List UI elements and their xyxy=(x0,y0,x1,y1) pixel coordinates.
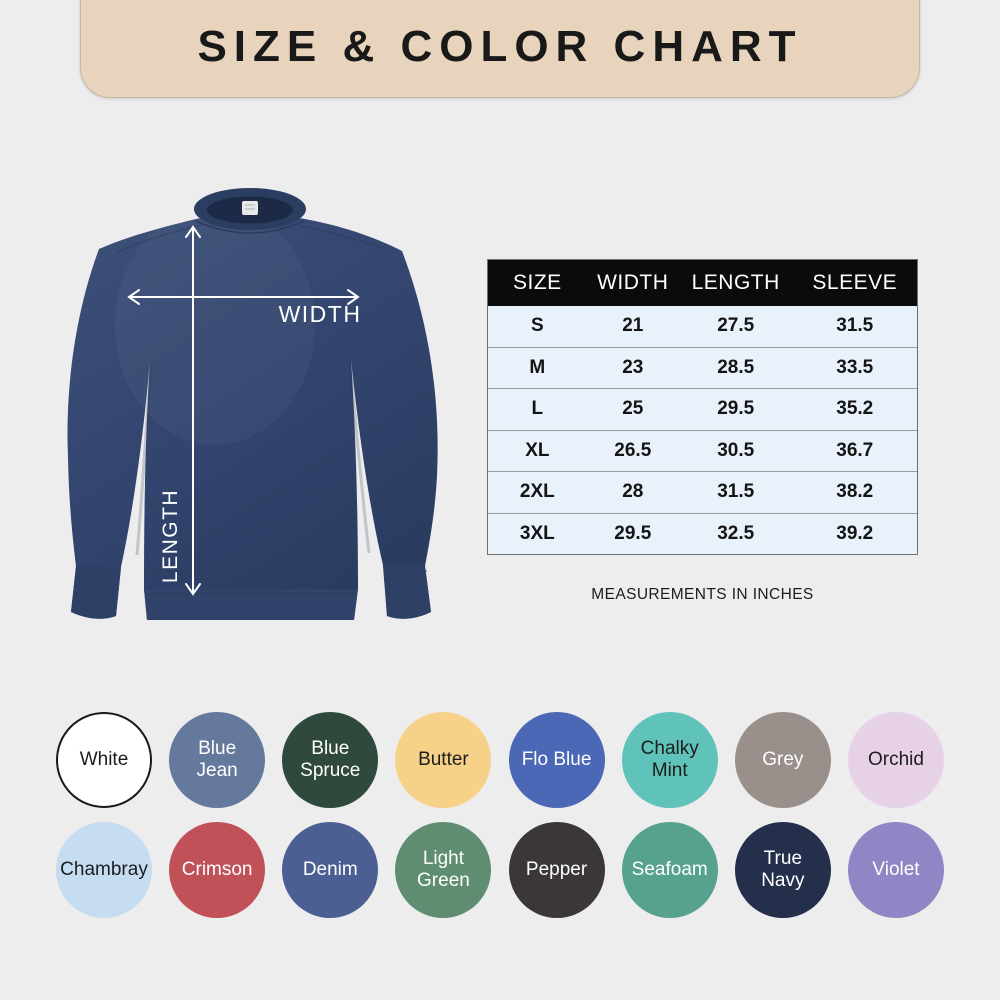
size-table-row: M 23 28.5 33.5 xyxy=(488,346,917,389)
color-swatch-true-navy: True Navy xyxy=(734,822,831,918)
color-swatch-blue-jean: Blue Jean xyxy=(169,712,266,808)
cell-size: S xyxy=(530,315,544,337)
cell-size: M xyxy=(529,356,546,378)
color-swatch-label: Blue Jean xyxy=(196,737,238,781)
sweatshirt-diagram: WIDTH LENGTH xyxy=(55,185,475,625)
cell-width: 26.5 xyxy=(614,439,652,461)
color-swatch-orchid: Orchid xyxy=(847,712,944,808)
color-swatch-label: White xyxy=(79,748,129,770)
title-banner: SIZE & COLOR CHART xyxy=(80,0,920,98)
color-swatch-label: Grey xyxy=(762,748,804,770)
color-swatch-white: White xyxy=(56,712,152,808)
color-swatch-denim: Denim xyxy=(282,822,379,918)
header-sleeve: SLEEVE xyxy=(812,271,898,294)
measurements-note: MEASUREMENTS IN INCHES xyxy=(591,586,814,603)
color-swatch-seafoam: Seafoam xyxy=(621,822,718,918)
cell-sleeve: 36.7 xyxy=(836,439,874,461)
sweatshirt-illustration: WIDTH LENGTH xyxy=(67,188,438,620)
sweatshirt-body xyxy=(67,216,438,620)
color-swatch-label: Chalky Mint xyxy=(640,737,699,781)
length-arrow xyxy=(185,225,201,596)
size-table-row: 3XL 29.5 32.5 39.2 xyxy=(488,512,917,555)
color-swatch-row-2: Chambray Crimson Denim Light Green Peppe… xyxy=(56,822,944,918)
color-swatch-label: Blue Spruce xyxy=(300,737,361,781)
color-swatch-butter: Butter xyxy=(395,712,492,808)
color-swatch-blue-spruce: Blue Spruce xyxy=(282,712,379,808)
size-table: SIZE WIDTH LENGTH SLEEVE S 21 27.5 31.5 … xyxy=(487,259,918,555)
cell-length: 30.5 xyxy=(717,439,755,461)
neck-tag xyxy=(242,201,258,215)
header-length: LENGTH xyxy=(691,271,780,294)
color-swatch-chalky-mint: Chalky Mint xyxy=(621,712,718,808)
cell-sleeve: 33.5 xyxy=(836,356,874,378)
header-width: WIDTH xyxy=(597,271,669,294)
color-swatch-grey: Grey xyxy=(734,712,831,808)
color-swatch-flo-blue: Flo Blue xyxy=(508,712,605,808)
cell-length: 29.5 xyxy=(717,398,755,420)
color-swatch-label: Violet xyxy=(872,858,920,880)
collar-seam xyxy=(195,220,305,234)
cell-length: 31.5 xyxy=(717,481,755,503)
cell-width: 23 xyxy=(622,356,644,378)
cell-size: L xyxy=(531,398,544,420)
size-table-header: SIZE WIDTH LENGTH SLEEVE xyxy=(488,260,917,306)
cell-width: 21 xyxy=(622,315,644,337)
color-swatch-label: Chambray xyxy=(60,858,148,880)
color-swatch-label: Orchid xyxy=(868,748,924,770)
color-swatch-pepper: Pepper xyxy=(508,822,605,918)
color-swatch-label: True Navy xyxy=(761,847,805,891)
size-table-row: 2XL 28 31.5 38.2 xyxy=(488,471,917,513)
width-arrow xyxy=(127,289,360,305)
color-swatch-label: Flo Blue xyxy=(521,748,592,770)
color-swatch-crimson: Crimson xyxy=(169,822,266,918)
cell-size: 3XL xyxy=(519,522,555,544)
color-swatch-label: Butter xyxy=(418,748,469,770)
width-label: WIDTH xyxy=(279,301,362,327)
header-size: SIZE xyxy=(512,271,562,294)
cell-size: XL xyxy=(525,439,550,461)
color-swatch-violet: Violet xyxy=(847,822,944,918)
cell-sleeve: 38.2 xyxy=(836,481,874,503)
color-swatch-label: Seafoam xyxy=(631,858,708,880)
left-cuff xyxy=(71,566,121,619)
hem-band xyxy=(144,589,358,620)
cell-length: 28.5 xyxy=(717,356,755,378)
cell-length: 32.5 xyxy=(717,522,755,544)
color-swatch-light-green: Light Green xyxy=(395,822,492,918)
color-swatch-row-1: White Blue Jean Blue Spruce Butter Flo B… xyxy=(56,712,944,808)
page-title: SIZE & COLOR CHART xyxy=(197,22,803,71)
color-swatch-label: Light Green xyxy=(417,847,470,891)
length-label: LENGTH xyxy=(159,489,182,583)
cell-width: 28 xyxy=(622,481,644,503)
right-cuff xyxy=(383,565,431,619)
seam-lines xyxy=(116,224,388,556)
size-table-row: S 21 27.5 31.5 xyxy=(488,306,917,347)
cell-width: 29.5 xyxy=(614,522,652,544)
cell-length: 27.5 xyxy=(717,315,755,337)
size-table-row: XL 26.5 30.5 36.7 xyxy=(488,429,917,472)
color-swatch-label: Crimson xyxy=(181,858,253,880)
cell-size: 2XL xyxy=(519,481,555,503)
color-swatch-chambray: Chambray xyxy=(56,822,152,918)
color-swatch-label: Pepper xyxy=(525,858,588,880)
cell-width: 25 xyxy=(622,398,644,420)
cell-sleeve: 31.5 xyxy=(836,315,874,337)
color-swatch-label: Denim xyxy=(302,858,358,880)
cell-sleeve: 39.2 xyxy=(836,522,874,544)
size-table-row: L 25 29.5 35.2 xyxy=(488,388,917,430)
cell-sleeve: 35.2 xyxy=(836,398,874,420)
